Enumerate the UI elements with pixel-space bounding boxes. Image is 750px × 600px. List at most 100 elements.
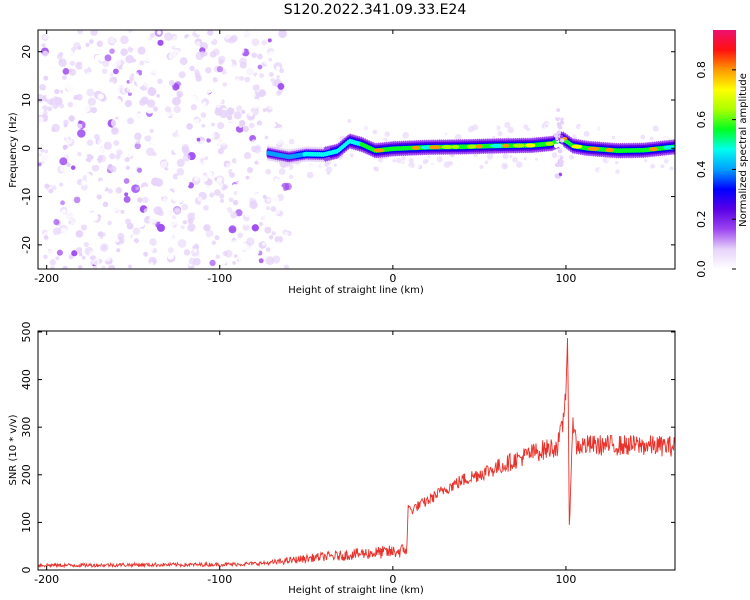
spectrogram-noise-cell bbox=[218, 60, 224, 66]
spectrogram-noise-cell bbox=[181, 203, 189, 211]
spectrogram-noise-cell bbox=[261, 242, 266, 246]
spectrogram-haze-cell bbox=[588, 167, 592, 171]
spectrogram-haze-cell bbox=[652, 125, 659, 132]
spectrogram-noise-cell bbox=[275, 66, 281, 71]
spectrogram-noise-cell bbox=[204, 156, 209, 160]
spectrogram-noise-cell bbox=[280, 205, 285, 210]
spectrogram-noise-cell bbox=[195, 75, 202, 82]
spectrogram-noise-cell bbox=[115, 238, 120, 243]
spectrogram-noise-cell bbox=[157, 39, 164, 46]
spectrogram-noise-cell bbox=[59, 165, 67, 172]
spectrogram-haze-cell bbox=[594, 125, 600, 132]
snr-xtick-label: 0 bbox=[389, 573, 396, 586]
snr-ticks: -200 -100 0 100 0 100 200 300 400 500 bbox=[20, 321, 675, 586]
spectrogram-noise-cell bbox=[273, 177, 279, 183]
spectrogram-noise-cell bbox=[220, 140, 227, 146]
spectrogram-noise-cell bbox=[130, 37, 137, 44]
spectrogram-noise-cell bbox=[253, 104, 258, 110]
spectrogram-noise-cell bbox=[68, 238, 77, 247]
spectrogram-haze-cell bbox=[534, 157, 538, 161]
spectrogram-noise-cell bbox=[236, 42, 242, 48]
spectrogram-noise-cell bbox=[113, 140, 120, 146]
spectrogram-noise-cell bbox=[38, 116, 44, 124]
spectrogram-noise-cell bbox=[146, 264, 152, 269]
spectrogram-haze-cell bbox=[356, 161, 363, 168]
spectrogram-noise-cell bbox=[270, 206, 277, 212]
spectrogram-noise-cell bbox=[112, 85, 121, 94]
spectrogram-noise-cell bbox=[146, 99, 156, 108]
spectrogram-haze-cell bbox=[599, 163, 604, 168]
spectrogram-noise-cell bbox=[91, 164, 100, 172]
spectrogram-haze-cell bbox=[274, 169, 278, 173]
spectrogram-noise-cell bbox=[207, 111, 215, 119]
spectrogram-haze-cell bbox=[643, 125, 650, 132]
spectrogram-peak-cell bbox=[373, 148, 385, 153]
spectrogram-noise-cell bbox=[125, 111, 132, 118]
spectrogram-noise-cell bbox=[70, 165, 76, 170]
spectrogram-noise-cell bbox=[169, 39, 179, 49]
spectrogram-noise-cell bbox=[201, 175, 208, 183]
spectrogram-noise-cell bbox=[276, 75, 281, 79]
spectrogram-noise-cell bbox=[193, 118, 200, 125]
spectrogram-noise-cell bbox=[51, 207, 56, 213]
spectrogram-noise-cell bbox=[167, 252, 175, 260]
spectrogram-noise-cell bbox=[219, 193, 225, 199]
spectrogram-noise-cell bbox=[225, 217, 233, 225]
spectrogram-noise-cell bbox=[113, 68, 119, 75]
spectrogram-noise-cell bbox=[266, 116, 275, 125]
spectrogram-noise-cell bbox=[257, 125, 265, 133]
spectrogram-streak-cell bbox=[554, 162, 560, 168]
spectrogram-noise-cell bbox=[261, 39, 267, 46]
spectrogram-xtick-label: 0 bbox=[389, 272, 396, 285]
spectrogram-noise-cell bbox=[171, 139, 180, 148]
spectrogram-noise-cell bbox=[235, 242, 240, 247]
snr-marks bbox=[38, 337, 675, 569]
spectrogram-noise-cell bbox=[80, 179, 87, 186]
spectrogram-noise-cell bbox=[103, 141, 112, 150]
spectrogram-noise-cell bbox=[283, 264, 290, 269]
spectrogram-haze-cell bbox=[402, 131, 409, 139]
spectrogram-noise-cell bbox=[267, 176, 275, 184]
spectrogram-noise-cell bbox=[82, 104, 91, 113]
spectrogram-noise-cell bbox=[48, 188, 54, 194]
spectrogram-haze-cell bbox=[446, 129, 453, 136]
colorbar-tick-label: 0.0 bbox=[695, 260, 708, 278]
spectrogram-noise-cell bbox=[148, 87, 154, 92]
spectrogram-noise-cell bbox=[196, 137, 201, 142]
spectrogram-noise-cell bbox=[135, 261, 141, 267]
spectrogram-noise-cell bbox=[144, 233, 151, 241]
spectrogram-noise-cell bbox=[65, 187, 71, 193]
spectrogram-haze-cell bbox=[614, 135, 619, 140]
spectrogram-noise-cell bbox=[159, 172, 166, 179]
spectrogram-noise-cell bbox=[87, 46, 93, 52]
spectrogram-noise-cell bbox=[133, 238, 140, 244]
spectrogram-noise-cell bbox=[231, 239, 237, 244]
spectrogram-noise-cell bbox=[135, 30, 141, 33]
spectrogram-noise-cell bbox=[146, 244, 154, 252]
spectrogram-noise-cell bbox=[214, 180, 223, 190]
spectrogram-noise-cell bbox=[194, 69, 200, 75]
snr-ytick-label: 300 bbox=[20, 417, 33, 438]
spectrogram-noise-cell bbox=[164, 106, 172, 113]
spectrogram-haze-cell bbox=[623, 161, 627, 165]
snr-ytick-label: 400 bbox=[20, 369, 33, 390]
spectrogram-noise-cell bbox=[283, 247, 289, 253]
spectrogram-noise-cell bbox=[217, 259, 226, 268]
spectrogram-noise-cell bbox=[238, 119, 246, 127]
spectrogram-noise-cell bbox=[201, 123, 206, 128]
spectrogram-noise-cell bbox=[71, 250, 78, 257]
spectrogram-noise-cell bbox=[236, 46, 245, 55]
spectrogram-noise-cell bbox=[169, 62, 177, 70]
spectrogram-haze-cell bbox=[575, 157, 583, 164]
spectrogram-noise-cell bbox=[43, 235, 49, 240]
spectrogram-noise-cell bbox=[162, 202, 170, 210]
spectrogram-noise-cell bbox=[90, 30, 98, 36]
spectrogram-noise-cell bbox=[63, 123, 68, 128]
spectrogram-noise-cell bbox=[229, 172, 235, 178]
colorbar-tick-label: 0.4 bbox=[695, 161, 708, 179]
spectrogram-haze-cell bbox=[278, 168, 286, 175]
spectrogram-haze-cell bbox=[669, 166, 674, 171]
spectrogram-noise-cell bbox=[235, 135, 241, 141]
spectrogram-haze-cell bbox=[670, 132, 675, 138]
spectrogram-noise-cell bbox=[182, 220, 187, 225]
